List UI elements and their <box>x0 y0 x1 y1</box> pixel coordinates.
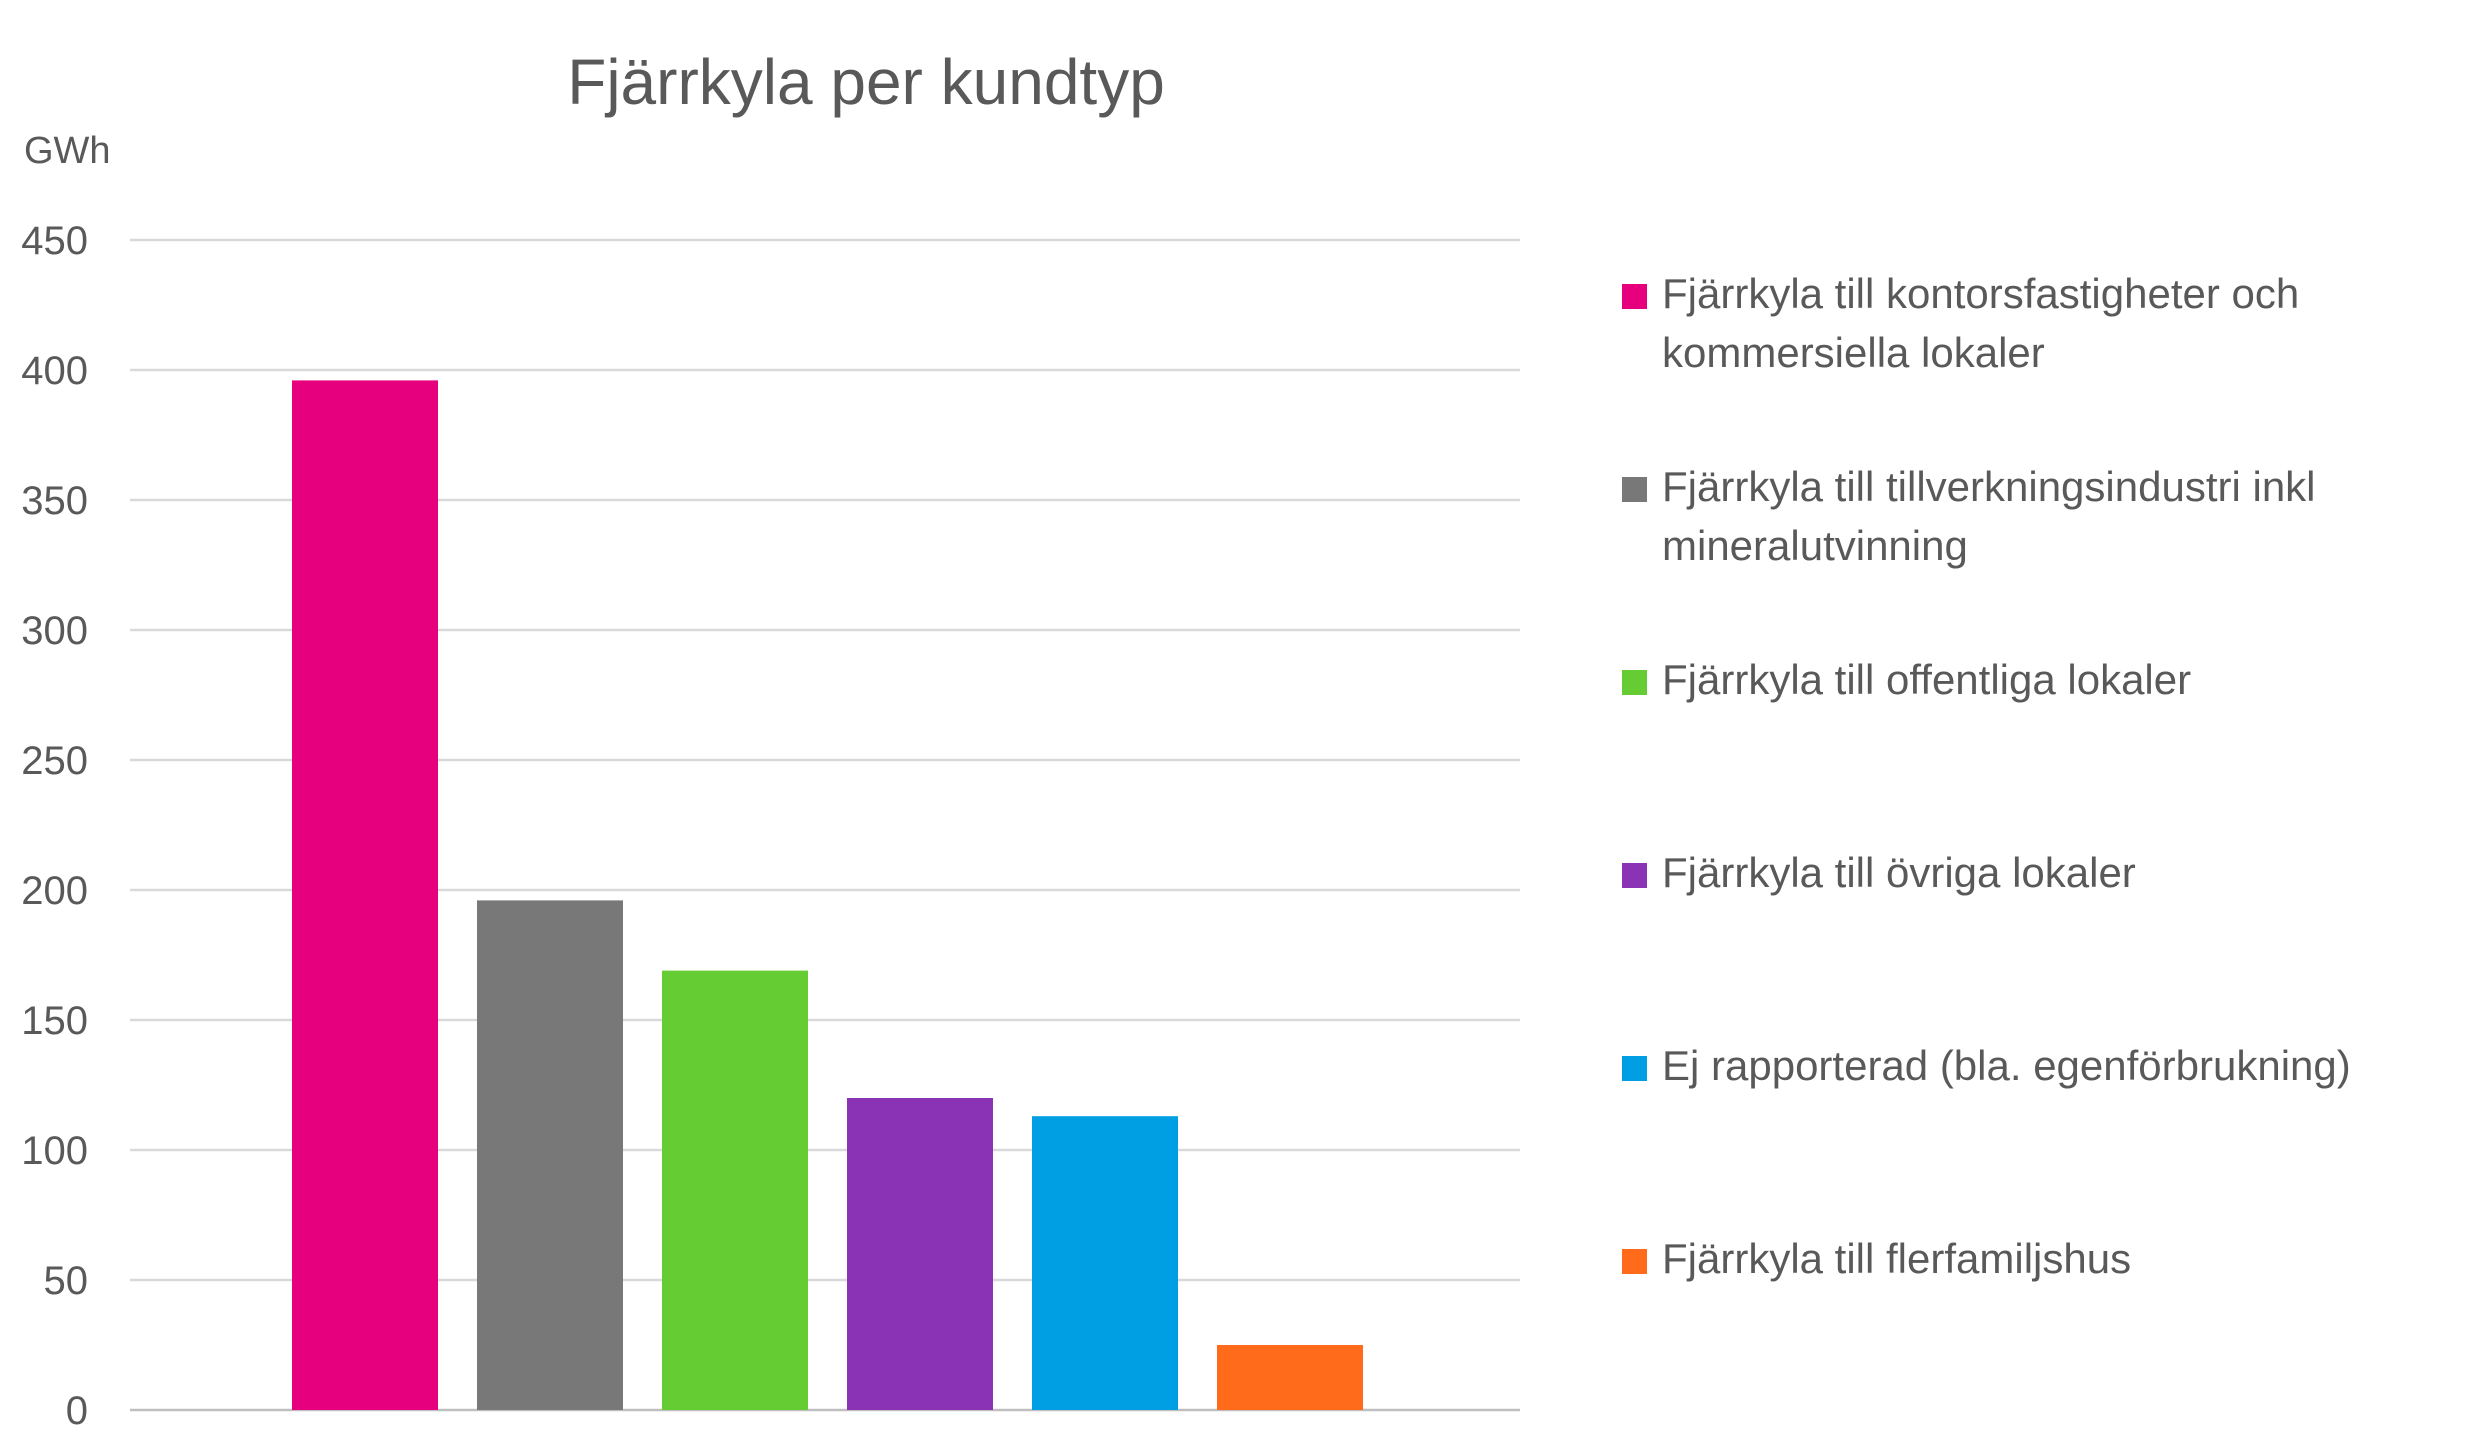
legend-label: mineralutvinning <box>1662 522 1968 569</box>
bar <box>662 970 808 1410</box>
bar <box>292 380 438 1410</box>
legend: Fjärrkyla till kontorsfastigheter och kom… <box>1622 270 2351 1282</box>
y-axis-unit-label: GWh <box>24 130 111 172</box>
y-axis-ticks: 0 50 100 150 200 250 300 350 400 450 <box>21 219 88 1433</box>
legend-swatch <box>1622 284 1647 309</box>
legend-label: Fjärrkyla till kontorsfastigheter och <box>1662 270 2299 317</box>
legend-label: kommersiella lokaler <box>1662 329 2045 376</box>
legend-label: Fjärrkyla till övriga lokaler <box>1662 849 2136 896</box>
legend-label: Fjärrkyla till offentliga lokaler <box>1662 656 2191 703</box>
bar <box>1217 1345 1363 1410</box>
bar <box>1032 1116 1178 1410</box>
y-tick-label: 400 <box>21 349 88 393</box>
y-tick-label: 50 <box>44 1259 89 1303</box>
legend-label: Fjärrkyla till tillverkningsindustri ink… <box>1662 463 2316 510</box>
legend-swatch <box>1622 477 1647 502</box>
bar <box>477 900 623 1410</box>
legend-item: Ej rapporterad (bla. egenförbrukning) <box>1622 1042 2351 1089</box>
legend-item: Fjärrkyla till övriga lokaler <box>1622 849 2136 896</box>
bar <box>847 1098 993 1410</box>
y-tick-label: 150 <box>21 999 88 1043</box>
y-tick-label: 450 <box>21 219 88 263</box>
y-tick-label: 0 <box>66 1389 88 1433</box>
legend-swatch <box>1622 1056 1647 1081</box>
legend-swatch <box>1622 863 1647 888</box>
legend-item: Fjärrkyla till offentliga lokaler <box>1622 656 2191 703</box>
legend-item: Fjärrkyla till tillverkningsindustri ink… <box>1622 463 2316 569</box>
y-tick-label: 200 <box>21 869 88 913</box>
legend-label: Fjärrkyla till flerfamiljshus <box>1662 1235 2131 1282</box>
legend-item: Fjärrkyla till flerfamiljshus <box>1622 1235 2131 1282</box>
bars <box>292 380 1363 1410</box>
y-tick-label: 350 <box>21 479 88 523</box>
legend-swatch <box>1622 670 1647 695</box>
legend-item: Fjärrkyla till kontorsfastigheter och kom… <box>1622 270 2299 376</box>
legend-swatch <box>1622 1249 1647 1274</box>
chart-title: Fjärrkyla per kundtyp <box>567 46 1165 118</box>
y-tick-label: 300 <box>21 609 88 653</box>
y-tick-label: 250 <box>21 739 88 783</box>
y-tick-label: 100 <box>21 1129 88 1173</box>
legend-label: Ej rapporterad (bla. egenförbrukning) <box>1662 1042 2351 1089</box>
